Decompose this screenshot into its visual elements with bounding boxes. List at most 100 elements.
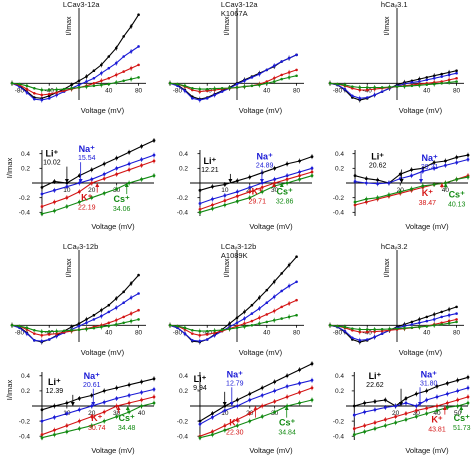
data-point-cs [115, 415, 119, 418]
data-point-na [455, 71, 458, 75]
data-point-k [353, 203, 357, 207]
arrow-head [70, 402, 75, 406]
data-point-li [410, 320, 414, 324]
ion-label-k: K⁺ [252, 187, 263, 197]
data-point-li [447, 71, 451, 74]
data-point-li [100, 308, 103, 312]
data-point-cs [198, 329, 202, 333]
y-tick-label: 0.2 [179, 166, 188, 173]
data-point-cs [77, 200, 81, 204]
reversal-value-k: 30.74 [88, 425, 106, 432]
data-point-cs [343, 83, 347, 87]
data-point-li [223, 183, 227, 186]
reversal-value-cs: 34.48 [118, 425, 136, 432]
data-point-na [183, 89, 187, 93]
reversal-value-cs: 40.13 [448, 202, 466, 209]
data-point-cs [351, 327, 354, 330]
data-point-k [114, 318, 118, 322]
data-point-na [432, 318, 436, 321]
data-point-cs [10, 81, 14, 85]
data-point-li [440, 72, 443, 76]
data-point-na [373, 408, 377, 412]
y-tick-label: -0.4 [333, 434, 345, 441]
data-point-na [191, 339, 194, 342]
data-point-cs [425, 324, 429, 328]
arrow-head [229, 402, 234, 406]
data-point-cs [310, 174, 314, 178]
arrow-head [418, 402, 423, 406]
y-tick-label: -0.2 [333, 418, 345, 425]
data-point-na [285, 174, 289, 178]
data-point-li [70, 325, 73, 329]
y-tick-label: -0.4 [19, 210, 31, 217]
data-point-li [260, 386, 264, 390]
data-point-li [235, 398, 239, 402]
data-point-li [77, 79, 81, 83]
data-point-cs [235, 424, 239, 428]
data-point-na [114, 306, 118, 310]
data-point-k [40, 93, 44, 97]
data-point-k [198, 208, 202, 211]
data-point-cs [115, 187, 119, 191]
data-point-cs [373, 427, 377, 431]
data-point-cs [363, 430, 367, 434]
data-point-cs [137, 76, 140, 79]
data-point-na [140, 158, 143, 161]
series-line-na [41, 388, 155, 422]
x-tick-label: 80 [453, 87, 461, 94]
data-point-k [140, 398, 143, 402]
reversal-value-k: 29.71 [248, 199, 266, 206]
data-point-cs [55, 329, 58, 333]
data-point-cs [432, 183, 436, 186]
y-tick-label: 0.2 [335, 166, 344, 173]
arrow-head [443, 183, 448, 187]
data-point-li [129, 282, 133, 285]
data-point-li [414, 392, 418, 396]
data-point-k [445, 401, 449, 405]
arrow-head [284, 406, 289, 410]
x-tick-label: 40 [433, 410, 441, 417]
data-point-cs [10, 323, 14, 327]
data-point-cs [183, 326, 187, 330]
data-point-cs [122, 79, 125, 83]
series-line-na [169, 54, 297, 101]
y-axis-title: I/Imax [66, 16, 73, 36]
data-point-li [466, 153, 470, 157]
data-point-cs [328, 323, 332, 327]
x-axis-title: Voltage (mV) [91, 222, 135, 231]
x-tick-label: -80 [333, 87, 343, 94]
data-point-na [53, 415, 56, 419]
data-point-na [343, 329, 347, 333]
series-line-k [169, 299, 297, 336]
data-point-k [310, 386, 314, 390]
data-point-li [114, 297, 118, 300]
data-point-na [47, 97, 51, 100]
data-point-cs [295, 313, 298, 317]
x-tick-label: 80 [135, 329, 143, 336]
data-point-na [447, 313, 451, 317]
x-tick-label: 30 [413, 410, 421, 417]
data-point-li [418, 77, 421, 81]
data-point-k [455, 76, 458, 80]
data-point-na [353, 180, 357, 183]
data-point-k [250, 319, 254, 323]
y-tick-label: 0.4 [21, 373, 30, 380]
data-point-na [211, 197, 214, 201]
x-tick-label: 40 [423, 87, 431, 94]
data-point-na [213, 334, 216, 337]
data-point-k [358, 330, 362, 334]
data-point-na [250, 312, 254, 315]
reversal-value-cs: 34.84 [278, 430, 296, 437]
data-point-cs [373, 86, 376, 89]
data-point-cs [295, 74, 298, 78]
arrow-head [124, 183, 129, 187]
series-line-li [11, 14, 140, 99]
reversal-value-na: 29.21 [421, 164, 439, 171]
data-point-li [310, 155, 314, 159]
data-point-na [137, 45, 140, 48]
data-point-li [85, 75, 88, 78]
data-point-na [205, 97, 209, 100]
data-point-cs [310, 398, 314, 402]
